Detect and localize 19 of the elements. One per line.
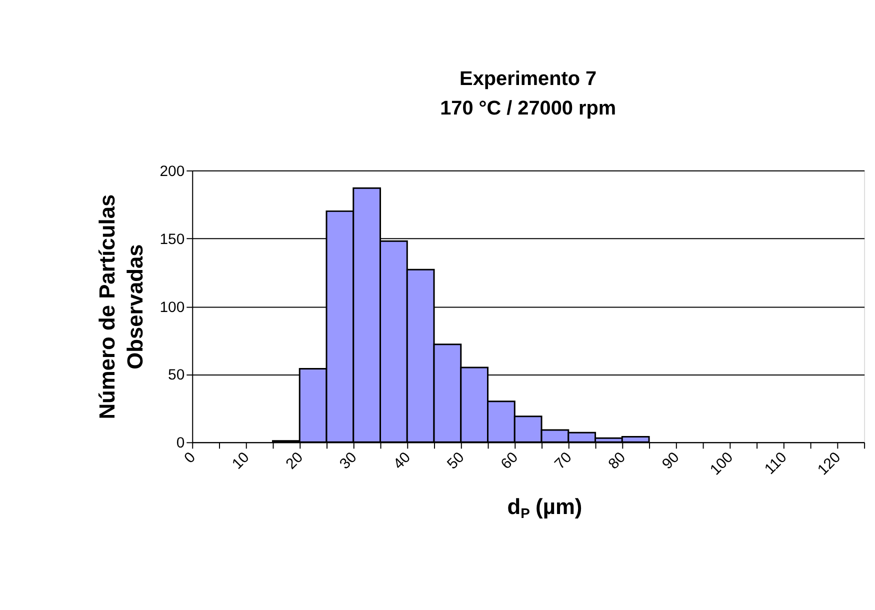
chart-subtitle: 170 °C / 27000 rpm [440, 98, 616, 120]
x-tick-label: 120 [814, 448, 844, 479]
y-tick-label: 200 [160, 162, 185, 180]
x-tick-label: 10 [228, 448, 253, 473]
x-tick-label: 20 [282, 448, 306, 473]
x-tick-label: 30 [336, 448, 360, 473]
y-tick-label: 50 [168, 366, 185, 384]
y-axis-title: Número de Partículas Observadas [94, 194, 148, 420]
y-tick-label: 100 [160, 298, 185, 316]
x-tick-label: 110 [761, 448, 790, 478]
x-tick-label: 40 [390, 448, 414, 473]
y-tick-label: 150 [160, 230, 185, 248]
x-tick-label: 80 [605, 448, 629, 473]
x-tick-label: 90 [658, 448, 683, 473]
x-tick-label: 50 [444, 448, 468, 473]
x-tick-label: 100 [706, 448, 737, 479]
x-tick-label: 60 [498, 448, 522, 473]
x-tick-label: 70 [551, 448, 576, 473]
chart-title: Experimento 7 [460, 68, 597, 90]
